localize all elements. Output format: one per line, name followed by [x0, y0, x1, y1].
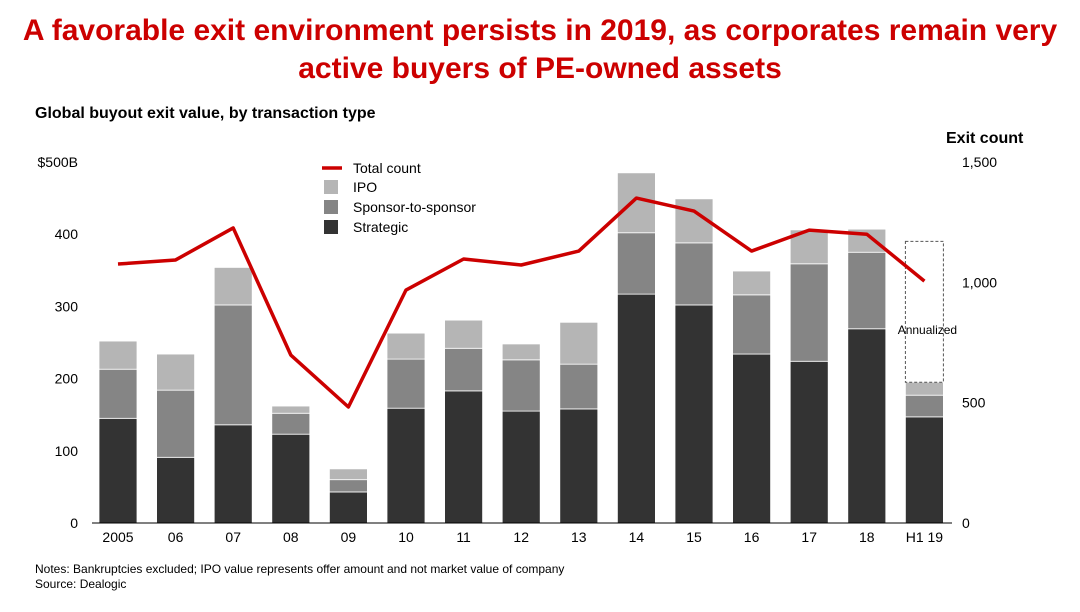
bar-strategic	[156, 456, 196, 524]
bar-sponsor-to-sponsor	[847, 251, 887, 330]
notes-text: Notes: Bankruptcies excluded; IPO value …	[35, 562, 565, 576]
bar-sponsor-to-sponsor	[674, 242, 714, 306]
annualized-label: Annualized	[898, 323, 957, 337]
x-tick-label: 07	[225, 529, 241, 545]
x-tick-label: 09	[341, 529, 357, 545]
bar-strategic	[732, 353, 771, 524]
bar-ipo	[271, 405, 311, 414]
bar-strategic	[789, 360, 829, 524]
x-tick-label: 17	[801, 529, 817, 545]
bar-strategic	[847, 328, 887, 524]
bar-strategic	[271, 433, 311, 524]
legend-swatch	[324, 180, 338, 194]
bar-ipo	[905, 381, 944, 396]
x-tick-label: 08	[283, 529, 299, 545]
y-tick-label: 400	[55, 226, 79, 242]
x-tick-label: 2005	[102, 529, 133, 545]
x-tick-label: 13	[571, 529, 587, 545]
x-tick-label: 10	[398, 529, 414, 545]
bar-ipo	[732, 270, 771, 296]
bar-sponsor-to-sponsor	[789, 263, 829, 362]
legend-label: Sponsor-to-sponsor	[353, 199, 476, 215]
chart-title: Global buyout exit value, by transaction…	[35, 105, 376, 122]
bar-ipo	[156, 353, 196, 391]
legend-swatch	[324, 220, 338, 234]
bar-sponsor-to-sponsor	[617, 232, 656, 295]
x-tick-label: 14	[629, 529, 645, 545]
x-tick-label: 12	[513, 529, 529, 545]
right-axis-label: Exit count	[946, 130, 1024, 147]
x-tick-label: 11	[456, 529, 471, 545]
x-tick-label: 18	[859, 529, 875, 545]
notes: Notes: Bankruptcies excluded; IPO value …	[35, 562, 564, 592]
page-title: A favorable exit environment persists in…	[22, 14, 1058, 85]
bar-strategic	[617, 293, 656, 524]
y2-tick-label: 0	[962, 515, 970, 531]
bar-ipo	[617, 172, 656, 234]
bar-strategic	[98, 417, 138, 524]
y2-tick-label: 1,000	[962, 274, 997, 290]
bar-ipo	[98, 340, 138, 370]
bar-sponsor-to-sponsor	[386, 358, 426, 409]
bar-sponsor-to-sponsor	[559, 363, 599, 410]
bar-sponsor-to-sponsor	[271, 412, 311, 435]
y-tick-label: 0	[70, 515, 78, 531]
y2-tick-label: 500	[962, 395, 986, 411]
bar-sponsor-to-sponsor	[98, 368, 138, 419]
bar-sponsor-to-sponsor	[905, 394, 944, 418]
y-tick-label: $500B	[38, 154, 78, 170]
source-text: Source: Dealogic	[35, 577, 127, 591]
bar-strategic	[559, 408, 599, 524]
bar-ipo	[328, 468, 368, 481]
bar-strategic	[501, 410, 541, 524]
bar-strategic	[905, 416, 944, 524]
y-tick-label: 200	[55, 371, 79, 387]
legend-label: Total count	[353, 160, 421, 176]
y-tick-label: 300	[55, 298, 79, 314]
bar-sponsor-to-sponsor	[156, 389, 196, 458]
bar-strategic	[444, 390, 484, 524]
x-tick-label: 15	[686, 529, 702, 545]
bar-ipo	[501, 343, 541, 361]
bar-strategic	[328, 491, 368, 524]
bar-ipo	[386, 332, 426, 360]
bar-sponsor-to-sponsor	[444, 347, 484, 392]
bar-sponsor-to-sponsor	[328, 479, 368, 493]
y2-tick-label: 1,500	[962, 154, 997, 170]
bar-ipo	[559, 321, 599, 365]
x-tick-label: 06	[168, 529, 184, 545]
bar-ipo	[444, 319, 484, 349]
x-tick-label: H1 19	[906, 529, 944, 545]
bar-sponsor-to-sponsor	[732, 294, 771, 355]
bar-strategic	[386, 407, 426, 524]
bar-sponsor-to-sponsor	[501, 359, 541, 412]
x-tick-label: 16	[744, 529, 760, 545]
bar-strategic	[674, 304, 714, 524]
legend-label: IPO	[353, 179, 377, 195]
bar-strategic	[213, 424, 253, 524]
annualized-box	[904, 240, 944, 383]
legend-label: Strategic	[353, 219, 408, 235]
y-tick-label: 100	[55, 443, 79, 459]
bar-ipo	[213, 267, 253, 306]
legend-swatch	[324, 200, 338, 214]
bar-sponsor-to-sponsor	[213, 304, 253, 426]
